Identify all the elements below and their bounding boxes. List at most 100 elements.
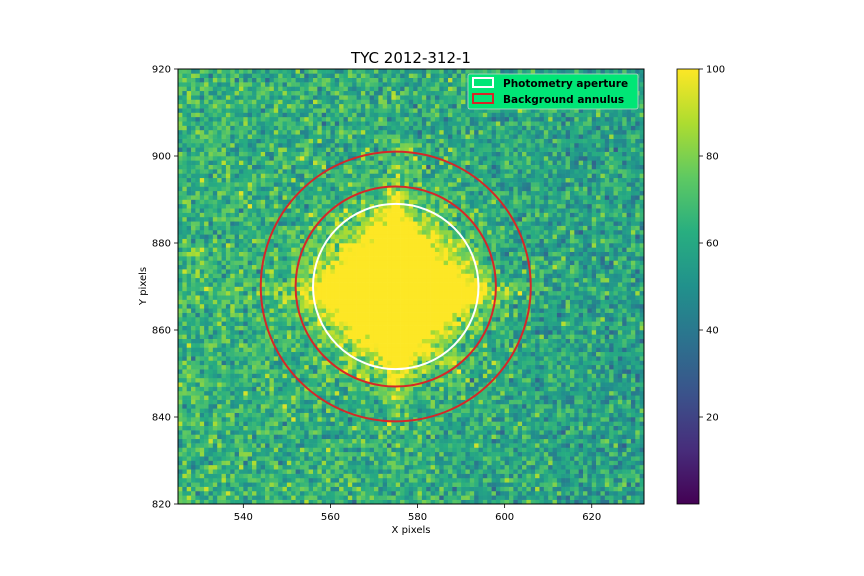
heatmap-cell [434, 417, 440, 422]
heatmap-cell [317, 434, 323, 440]
heatmap-cell [522, 373, 527, 379]
heatmap-cell [308, 364, 314, 370]
heatmap-cell [465, 421, 471, 426]
heatmap-cell [278, 495, 283, 500]
heatmap-cell [461, 399, 466, 405]
heatmap-cell [478, 460, 484, 466]
heatmap-cell [417, 434, 423, 440]
heatmap-cell [221, 316, 227, 322]
heatmap-cell [217, 356, 222, 361]
heatmap-cell [465, 430, 471, 435]
heatmap-cell [334, 408, 340, 413]
heatmap-cell [513, 308, 519, 313]
heatmap-cell [522, 412, 527, 418]
heatmap-cell [269, 403, 275, 409]
heatmap-cell [308, 469, 314, 474]
heatmap-cell [487, 412, 492, 418]
heatmap-cell [321, 469, 327, 474]
heatmap-cell [443, 456, 449, 461]
heatmap-cell [583, 369, 588, 374]
heatmap-cell [600, 347, 606, 353]
heatmap-cell [191, 482, 196, 487]
heatmap-cell [334, 490, 340, 496]
heatmap-cell [487, 334, 492, 339]
heatmap-cell [391, 499, 397, 505]
heatmap-cell [495, 360, 501, 366]
heatmap-cell [378, 421, 383, 426]
heatmap-cell [182, 356, 188, 361]
heatmap-cell [539, 473, 545, 479]
heatmap-cell [504, 399, 510, 405]
heatmap-cell [204, 477, 209, 483]
heatmap-cell [526, 382, 532, 387]
heatmap-cell [513, 351, 519, 357]
heatmap-cell [182, 395, 188, 400]
heatmap-cell [530, 316, 536, 322]
heatmap-cell [339, 386, 344, 392]
heatmap-cell [282, 434, 288, 440]
heatmap-cell [548, 364, 553, 370]
heatmap-cell [530, 456, 536, 461]
heatmap-cell [469, 325, 475, 331]
heatmap-cell [517, 460, 523, 466]
heatmap-cell [334, 473, 340, 479]
heatmap-cell [256, 373, 262, 379]
heatmap-cell [247, 386, 253, 392]
heatmap-cell [508, 386, 514, 392]
heatmap-cell [596, 486, 601, 492]
heatmap-cell [452, 464, 458, 470]
heatmap-cell [265, 421, 270, 426]
heatmap-cell [252, 438, 257, 444]
heatmap-cell [278, 408, 283, 413]
heatmap-cell [265, 299, 270, 305]
heatmap-cell [278, 369, 283, 374]
heatmap-cell [635, 395, 640, 400]
heatmap-cell [278, 451, 283, 457]
heatmap-cell [635, 412, 640, 418]
heatmap-cell [291, 338, 296, 344]
heatmap-cell [635, 403, 640, 409]
heatmap-cell [443, 499, 449, 505]
heatmap-cell [630, 434, 636, 440]
heatmap-cell [448, 499, 453, 505]
heatmap-cell [609, 369, 614, 374]
heatmap-cell [574, 390, 579, 396]
heatmap-cell [522, 425, 527, 431]
heatmap-cell [417, 403, 423, 409]
heatmap-cell [600, 408, 606, 413]
heatmap-cell [373, 347, 379, 353]
heatmap-cell [622, 443, 627, 448]
heatmap-cell [339, 417, 344, 422]
heatmap-cell [317, 451, 323, 457]
heatmap-cell [373, 425, 379, 431]
heatmap-cell [256, 356, 262, 361]
heatmap-cell [212, 338, 218, 344]
heatmap-cell [578, 334, 584, 339]
heatmap-cell [583, 490, 588, 496]
heatmap-cell [452, 482, 458, 487]
heatmap-cell [273, 417, 279, 422]
heatmap-cell [487, 495, 492, 500]
heatmap-cell [461, 430, 466, 435]
heatmap-cell [569, 499, 575, 505]
heatmap-cell [387, 464, 392, 470]
heatmap-cell [313, 425, 318, 431]
heatmap-cell [360, 390, 366, 396]
heatmap-cell [565, 490, 571, 496]
heatmap-cell [421, 395, 427, 400]
heatmap-cell [465, 369, 471, 374]
heatmap-cell [334, 356, 340, 361]
heatmap-cell [591, 334, 597, 339]
heatmap-cell [635, 338, 640, 344]
heatmap-cell [356, 408, 362, 413]
heatmap-cell [317, 438, 323, 444]
heatmap-cell [508, 486, 514, 492]
heatmap-cell [517, 451, 523, 457]
heatmap-cell [578, 390, 584, 396]
heatmap-cell [413, 338, 418, 344]
heatmap-cell [495, 469, 501, 474]
heatmap-cell [474, 443, 479, 448]
heatmap-cell [204, 390, 209, 396]
heatmap-cell [395, 316, 401, 322]
heatmap-cell [273, 499, 279, 505]
